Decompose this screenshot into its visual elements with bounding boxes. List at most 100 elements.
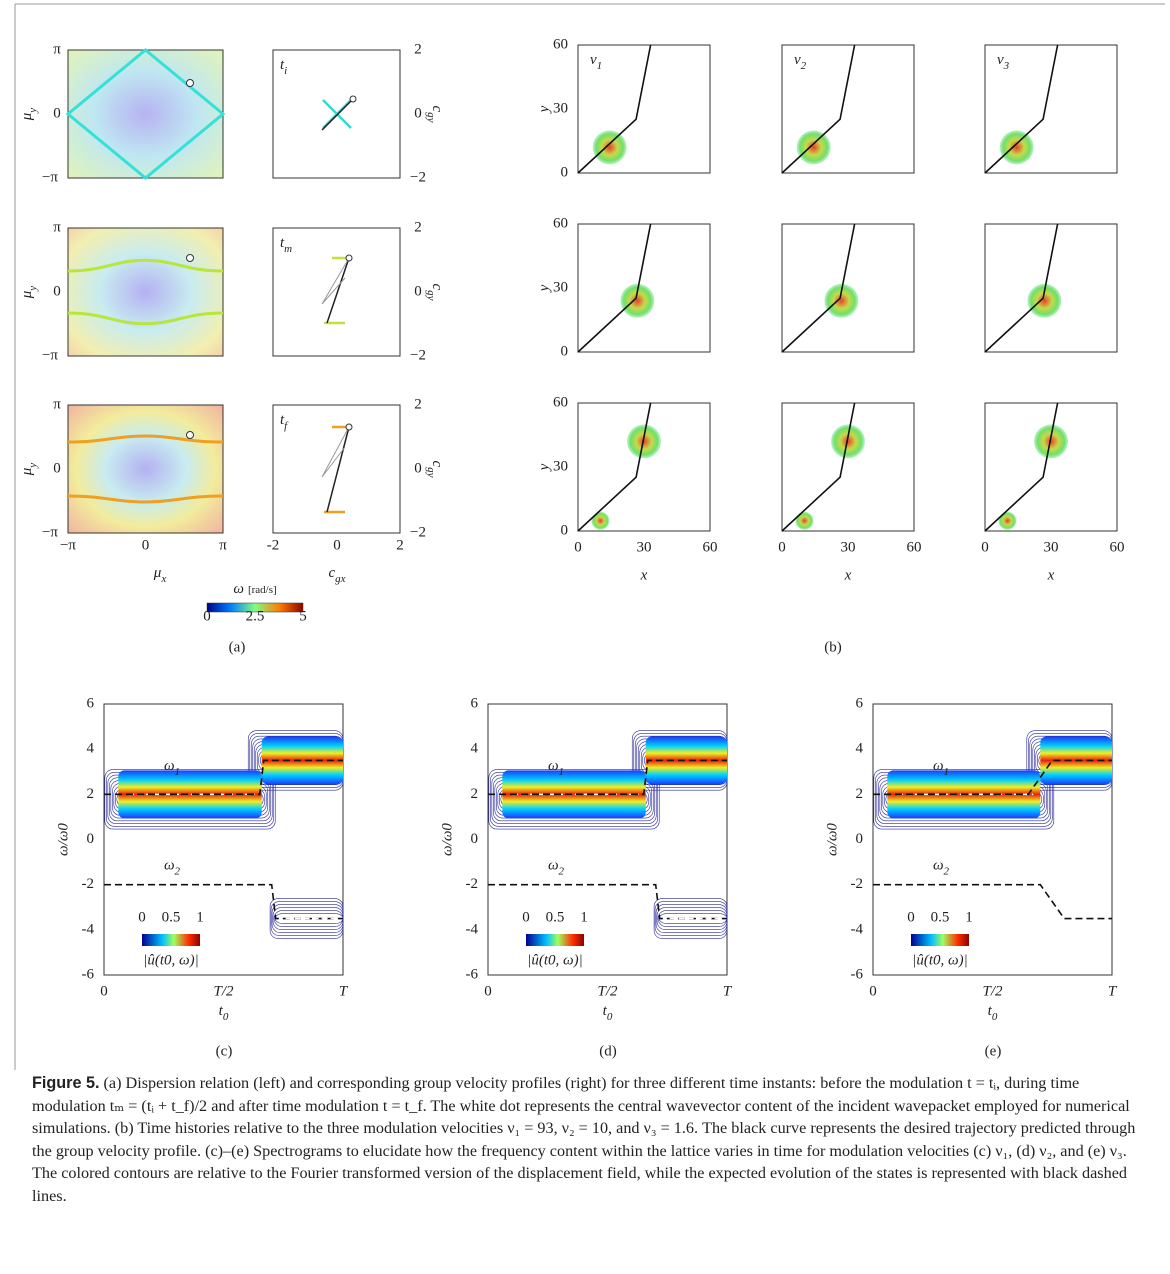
y-tick-label: 60 [553,215,568,231]
y-tick-label: 4 [87,741,95,757]
curve-label-base: ω [933,858,944,874]
inset-label-sub: 3 [1003,60,1010,72]
colorbar-tick: 2.5 [246,608,265,624]
y-tick-label: 0 [53,105,61,121]
y-tick-label: -6 [82,966,95,982]
y-axis-label: ω/ω0 [439,823,455,856]
y-axis-label-sub: y [27,463,39,469]
panel-label: (c) [216,1043,233,1059]
y2-tick-label: 2 [414,41,422,57]
y-tick-label: 0 [53,460,61,476]
y-tick-label: -2 [82,876,95,892]
colorbar-tick: 0.5 [931,909,950,925]
colorbar [142,934,200,946]
wavepacket [593,130,627,164]
y2-tick-label: 0 [414,460,422,476]
x-tick-label: -2 [267,537,280,553]
y-tick-label: π [53,396,61,412]
colorbar-tick: 0 [907,909,915,925]
y-tick-label: 2 [856,786,864,802]
y-axis-label: y [536,463,552,472]
colorbar-tick: 5 [299,608,307,624]
velocity-dot [346,255,352,261]
y-tick-label: 6 [856,695,864,711]
y-tick-label: 0 [561,343,569,359]
x-tick-label: 0 [981,539,989,555]
x-tick-label: T [1108,983,1118,999]
y-tick-label: -6 [466,966,479,982]
y-axis-label: y [536,284,552,293]
y-tick-label: 0 [471,831,479,847]
y-tick-label: −π [42,169,58,185]
y-tick-label: 0 [53,283,61,299]
x-tick-label: 2 [396,537,404,553]
caption-text: (a) Dispersion relation (left) and corre… [32,1074,1135,1205]
y-tick-label: 0 [561,522,569,538]
colorbar-label: |û(t0, ω)| [527,952,583,968]
x-axis-label: x [640,567,648,583]
wavepacket [1034,424,1068,458]
y2-tick-label: −2 [410,347,426,363]
wavepacket [591,512,609,530]
curve-label-sub: 1 [944,766,950,778]
y-tick-label: 6 [87,695,95,711]
colorbar-tick: 0.5 [546,909,565,925]
y-axis-label: ω/ω0 [55,823,71,856]
x-tick-label: 0 [100,983,108,999]
x-tick-label: T/2 [213,983,234,999]
y2-axis-label-sub: gy [425,467,437,478]
colorbar-tick: 1 [580,909,588,925]
x-tick-label: 60 [1110,539,1125,555]
x-tick-label: 0 [142,537,150,553]
x-axis-label: μx [153,565,167,584]
wavepacket [998,512,1016,530]
x-axis-label: t0 [603,1003,613,1022]
wavevector-dot [187,80,194,87]
curve-label-base: ω [164,759,175,775]
y-axis-label: ω/ω0 [824,823,840,856]
y-axis-label-sub: y [27,286,39,292]
x-tick-label: 0 [574,539,582,555]
wavepacket [797,130,831,164]
wavepacket [831,424,865,458]
y-tick-label: -4 [466,921,479,937]
y2-tick-label: −2 [410,169,426,185]
y-tick-label: π [53,219,61,235]
y2-tick-label: 2 [414,396,422,412]
y-tick-label: 30 [553,279,568,295]
x-tick-label: 0 [333,537,341,553]
curve-label-base: ω [164,858,175,874]
colorbar-label: ω[rad/s] [233,581,276,597]
colorbar-tick: 1 [196,909,204,925]
inset-label-sub: 2 [801,60,807,72]
curve-label-base: ω [548,858,559,874]
y-tick-label: 2 [471,786,479,802]
x-tick-label: −π [60,537,76,553]
y-tick-label: -2 [466,876,479,892]
x-tick-label: T [339,983,349,999]
colorbar-tick: 0 [522,909,530,925]
y2-tick-label: 2 [414,219,422,235]
y-tick-label: -2 [851,876,864,892]
x-axis-label-sub: 0 [992,1011,998,1023]
y2-tick-label: 0 [414,283,422,299]
curve-label-sub: 2 [175,865,181,877]
curve-label-base: ω [933,759,944,775]
curve-label-sub: 1 [559,766,565,778]
y-axis-label: μy [19,463,38,477]
y-tick-label: 30 [553,458,568,474]
figure: π0−πμyti20−2cgyπ0−πμytm20−2cgyπ0−πμytf20… [0,0,1170,1070]
panel-label: (e) [985,1043,1002,1059]
y-tick-label: 60 [553,394,568,410]
wavevector-dot [187,255,194,262]
y-tick-label: -4 [851,921,864,937]
y-tick-label: 60 [553,36,568,52]
y-tick-label: 2 [87,786,95,802]
y2-axis-label-sub: gy [425,112,437,123]
x-axis-label: t0 [988,1003,998,1022]
x-tick-label: 60 [703,539,718,555]
y-tick-label: 30 [553,100,568,116]
y2-axis-label: cgy [425,283,444,300]
curve-label-sub: 2 [559,865,565,877]
y-tick-label: 4 [471,741,479,757]
